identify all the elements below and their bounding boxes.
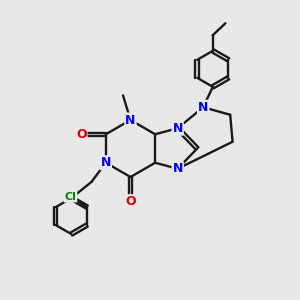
Text: N: N xyxy=(100,156,111,169)
Text: N: N xyxy=(125,113,136,127)
Text: N: N xyxy=(172,162,183,175)
Text: O: O xyxy=(76,128,86,141)
Text: Cl: Cl xyxy=(64,192,76,202)
Text: N: N xyxy=(172,122,183,135)
Text: N: N xyxy=(198,101,208,114)
Text: O: O xyxy=(125,195,136,208)
